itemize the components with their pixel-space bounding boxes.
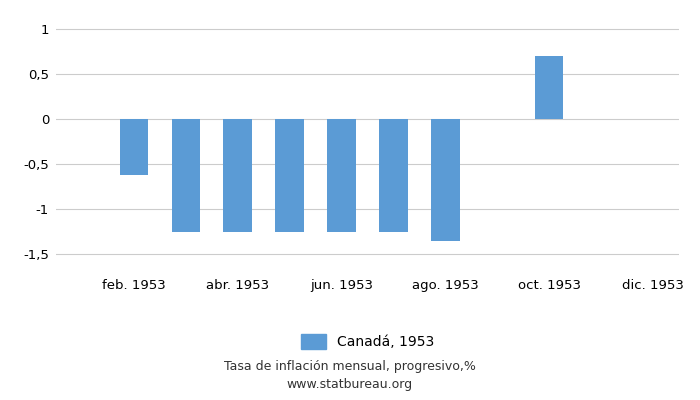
Bar: [223, 119, 252, 232]
Bar: [379, 119, 407, 232]
Text: www.statbureau.org: www.statbureau.org: [287, 378, 413, 391]
Legend: Canadá, 1953: Canadá, 1953: [301, 334, 434, 349]
Bar: [431, 119, 460, 240]
Text: Tasa de inflación mensual, progresivo,%: Tasa de inflación mensual, progresivo,%: [224, 360, 476, 373]
Bar: [328, 119, 356, 232]
Bar: [535, 56, 564, 119]
Bar: [275, 119, 304, 232]
Bar: [172, 119, 200, 232]
Bar: [120, 119, 148, 175]
